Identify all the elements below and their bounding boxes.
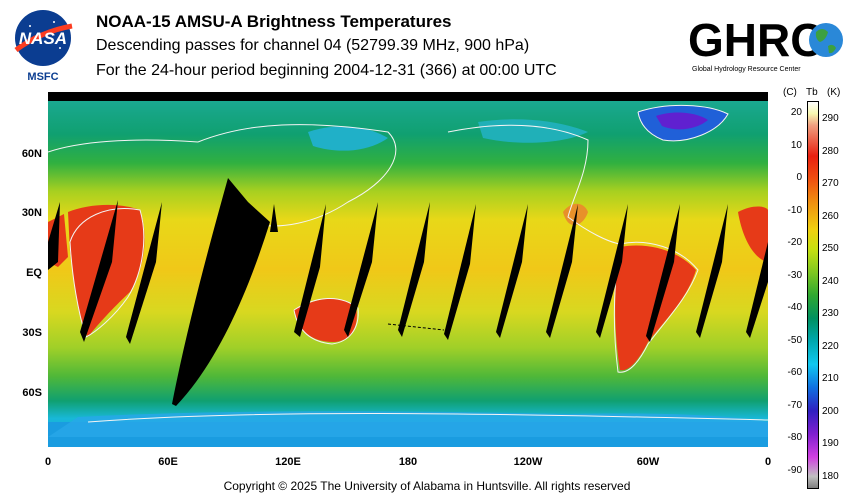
dateline-dashed-segment [387, 323, 445, 331]
colorbar-kelvin-tick: 210 [822, 373, 839, 384]
east-africa-warm-region [738, 206, 768, 262]
lon-label-120e: 120E [275, 456, 301, 468]
colorbar-kelvin-tick: 200 [822, 405, 839, 417]
colorbar-celsius-tick: -30 [787, 269, 802, 281]
lon-label-120w: 120W [513, 456, 543, 468]
lon-label-180: 180 [398, 456, 418, 468]
colorbar-kelvin-tick: 290 [822, 113, 839, 124]
lat-label-eq: EQ [26, 267, 42, 279]
ghrc-logo: GHRC Global Hydrology Resource Center [688, 14, 843, 73]
greenland-coldest-region [656, 112, 708, 130]
australia-warm-region [294, 298, 357, 342]
lat-label-30n: 30N [21, 207, 42, 219]
colorbar-kelvin-tick: 180 [822, 470, 839, 482]
lat-label-30s: 30S [22, 327, 42, 339]
colorbar-header-c: (C) [783, 87, 797, 98]
colorbar-celsius-tick: -20 [787, 237, 802, 248]
siberia-cold-region [308, 126, 388, 151]
coastlines [48, 105, 768, 423]
colorbar-kelvin-tick: 230 [822, 308, 839, 319]
lon-label-60e: 60E [158, 456, 178, 468]
colorbar-kelvin-tick: 190 [822, 438, 839, 449]
colorbar-celsius-tick: 0 [796, 172, 802, 183]
ghrc-tagline: Global Hydrology Resource Center [692, 66, 801, 73]
colorbar-celsius-tick: -50 [787, 334, 802, 346]
colorbar-celsius-tick: 10 [790, 139, 802, 151]
colorbar-celsius-tick: -10 [787, 204, 802, 216]
colorbar-kelvin-tick: 250 [822, 243, 839, 254]
colorbar-header-tb: Tb [806, 87, 818, 98]
msfc-label: MSFC [27, 71, 58, 83]
colorbar-celsius-tick: -70 [787, 399, 802, 411]
lon-label-0: 0 [44, 456, 52, 468]
colorbar-header-k: (K) [827, 87, 841, 98]
colorbar-kelvin-tick: 220 [822, 340, 839, 352]
colorbar-celsius-tick: 20 [790, 107, 802, 118]
brightness-temperature-map [48, 92, 768, 447]
copyright: Copyright © 2025 The University of Alaba… [223, 479, 631, 493]
period-subtitle: For the 24-hour period beginning 2004-12… [96, 62, 557, 79]
colorbar-celsius-tick: -80 [787, 432, 802, 443]
lon-label-0-east: 0 [764, 456, 772, 468]
nasa-logo: NASA MSFC [14, 10, 73, 83]
colorbar-celsius-tick: -60 [787, 367, 802, 378]
colorbar-kelvin-tick: 280 [822, 145, 839, 157]
colorbar-celsius-tick: -90 [787, 464, 802, 476]
colorbar-celsius-tick: -40 [787, 302, 802, 313]
lon-label-60w: 60W [636, 456, 660, 468]
orbit-gaps [48, 178, 768, 406]
lat-label-60s: 60S [22, 387, 42, 399]
channel-subtitle: Descending passes for channel 04 (52799.… [96, 37, 530, 54]
colorbar-kelvin-tick: 240 [822, 275, 839, 287]
dateline-arrow: ← [404, 87, 418, 103]
colorbar-kelvin-tick: 260 [822, 210, 839, 222]
ghrc-wordmark: GHRC [688, 14, 823, 66]
page-title: NOAA-15 AMSU-A Brightness Temperatures [96, 12, 452, 31]
lat-label-60n: 60N [21, 148, 42, 160]
colorbar-kelvin-tick: 270 [822, 178, 839, 189]
colorbar [807, 101, 819, 489]
nasa-wordmark: NASA [19, 29, 67, 48]
